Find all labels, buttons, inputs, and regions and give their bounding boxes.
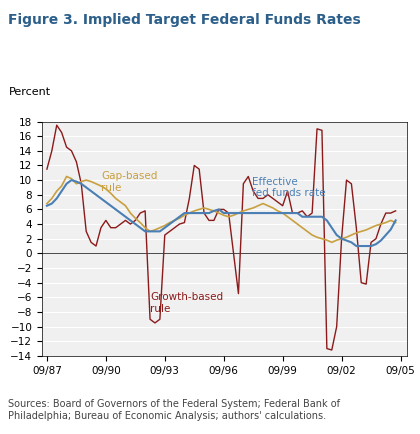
Text: Figure 3. Implied Target Federal Funds Rates: Figure 3. Implied Target Federal Funds R… — [8, 13, 361, 27]
Text: Percent: Percent — [8, 87, 50, 97]
Text: Gap-based
rule: Gap-based rule — [101, 171, 158, 193]
Text: Growth-based
rule: Growth-based rule — [150, 293, 223, 314]
Text: Sources: Board of Governors of the Federal System; Federal Bank of
Philadelphia;: Sources: Board of Governors of the Feder… — [8, 399, 340, 421]
Text: Effective
fed funds rate: Effective fed funds rate — [252, 177, 326, 198]
